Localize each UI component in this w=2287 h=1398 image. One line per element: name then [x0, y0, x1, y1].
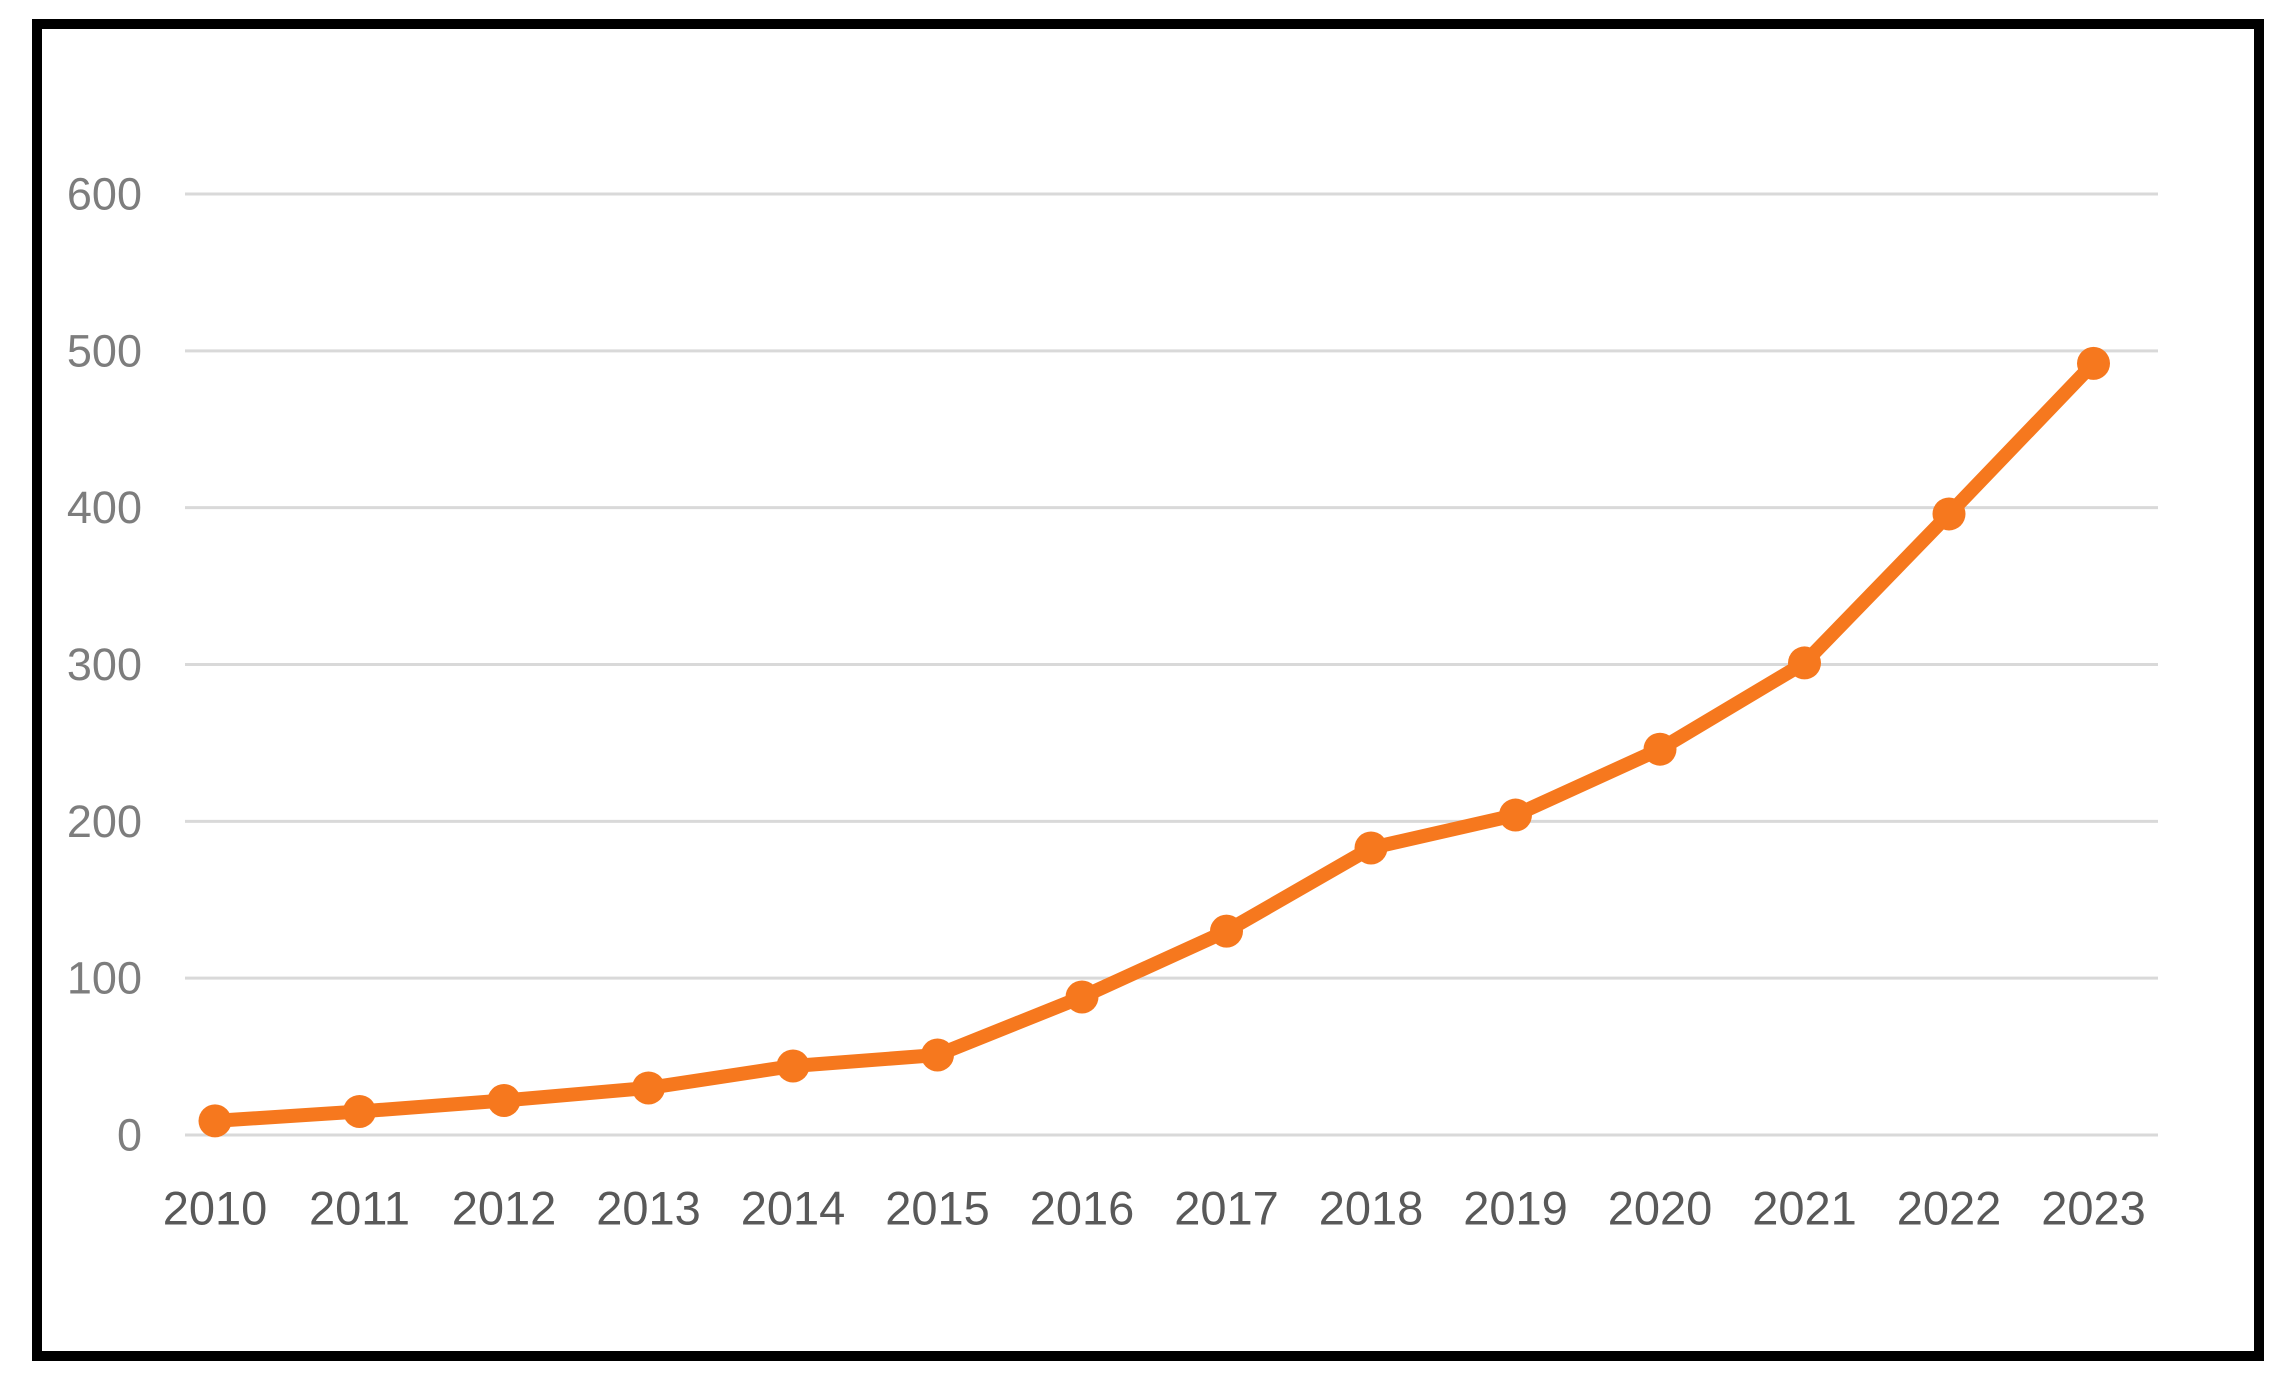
data-line — [208, 356, 2101, 1128]
data-point-marker — [198, 1104, 232, 1138]
data-point-marker — [1643, 732, 1677, 766]
data-point-marker — [632, 1071, 665, 1105]
y-axis-tick-labels-group: 0 100 200 300 400 500 600 — [67, 169, 142, 1161]
x-axis-tick-label: 2022 — [1897, 1182, 2002, 1235]
y-axis-tick-label: 100 — [67, 953, 142, 1004]
x-axis-tick-labels-group: 2010 2011 2012 2013 2014 2015 2016 2017 2018 2019… — [163, 1182, 2146, 1235]
x-axis-tick-label: 2021 — [1752, 1182, 1857, 1235]
x-axis-tick-label: 2014 — [741, 1182, 846, 1235]
data-point-marker — [1354, 831, 1388, 865]
y-axis-tick-label: 300 — [67, 639, 142, 690]
data-point-marker — [1788, 646, 1821, 680]
data-point-marker — [1210, 914, 1243, 948]
y-axis-tick-label: 0 — [117, 1110, 142, 1161]
x-axis-tick-label: 2011 — [309, 1182, 410, 1235]
data-point-marker — [1932, 497, 1966, 531]
y-axis-tick-label: 600 — [67, 169, 142, 220]
data-point-marker — [1499, 798, 1532, 832]
x-axis-tick-label: 2016 — [1030, 1182, 1135, 1235]
y-axis-tick-label: 200 — [67, 796, 142, 847]
data-point-marker — [343, 1094, 376, 1128]
x-axis-tick-label: 2010 — [163, 1182, 268, 1235]
y-axis-tick-label: 400 — [67, 482, 142, 533]
x-axis-tick-label: 2017 — [1174, 1182, 1279, 1235]
x-axis-tick-label: 2019 — [1463, 1182, 1568, 1235]
x-axis-tick-label: 2023 — [2041, 1182, 2146, 1235]
x-axis-tick-label: 2012 — [452, 1182, 557, 1235]
data-point-marker — [921, 1038, 954, 1072]
data-point-marker — [1065, 980, 1099, 1014]
y-axis-tick-label: 500 — [67, 325, 142, 376]
x-axis-tick-label: 2020 — [1608, 1182, 1713, 1235]
gridlines-group — [185, 192, 2158, 1137]
data-point-marker — [776, 1049, 810, 1083]
data-point-marker — [2077, 346, 2110, 380]
data-series-group — [198, 346, 2110, 1138]
x-axis-tick-label: 2018 — [1319, 1182, 1424, 1235]
chart-frame-border — [32, 19, 2264, 1361]
x-axis-tick-label: 2013 — [596, 1182, 701, 1235]
data-point-marker — [487, 1083, 521, 1117]
x-axis-tick-label: 2015 — [885, 1182, 990, 1235]
